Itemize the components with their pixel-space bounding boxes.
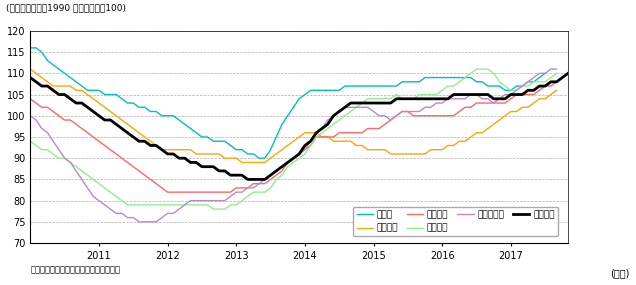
スペイン bbox=[450, 84, 457, 88]
フランス bbox=[95, 101, 103, 105]
Line: イタリア: イタリア bbox=[31, 82, 556, 192]
ユーロ圈 bbox=[398, 97, 406, 101]
フランス bbox=[398, 152, 406, 156]
フランス bbox=[553, 89, 560, 92]
フランス bbox=[450, 144, 457, 147]
スペイン bbox=[553, 72, 560, 75]
ドイツ bbox=[467, 76, 474, 79]
イタリア bbox=[113, 152, 120, 156]
スペイン bbox=[135, 203, 143, 207]
ポルトガル bbox=[95, 199, 103, 202]
ドイツ bbox=[530, 80, 537, 84]
スペイン bbox=[95, 182, 103, 185]
スペイン bbox=[295, 156, 303, 160]
ユーロ圈 bbox=[427, 97, 434, 101]
ドイツ bbox=[27, 46, 34, 50]
Text: (季調済指数、（1990 以降平均）＝100): (季調済指数、（1990 以降平均）＝100) bbox=[6, 3, 127, 12]
フランス bbox=[135, 131, 143, 135]
イタリア bbox=[27, 97, 34, 101]
Line: ポルトガル: ポルトガル bbox=[31, 69, 556, 222]
ドイツ bbox=[541, 72, 549, 75]
ユーロ圈 bbox=[432, 97, 440, 101]
ドイツ bbox=[147, 110, 155, 113]
イタリア bbox=[398, 110, 406, 113]
イタリア bbox=[295, 152, 303, 156]
ドイツ bbox=[158, 114, 166, 117]
ポルトガル bbox=[547, 67, 555, 71]
Text: 備考：調査は毎月第１～３週目に実施。: 備考：調査は毎月第１～３週目に実施。 bbox=[31, 266, 120, 275]
スペイン bbox=[473, 67, 480, 71]
Text: (年月): (年月) bbox=[610, 268, 629, 278]
Line: フランス: フランス bbox=[31, 69, 556, 162]
フランス bbox=[295, 135, 303, 139]
ポルトガル bbox=[553, 67, 560, 71]
ポルトガル bbox=[135, 220, 143, 223]
ポルトガル bbox=[113, 212, 120, 215]
ユーロ圈 bbox=[564, 72, 572, 75]
ポルトガル bbox=[295, 152, 303, 156]
Line: ユーロ圈: ユーロ圈 bbox=[31, 73, 568, 179]
Line: スペイン: スペイン bbox=[31, 69, 556, 209]
スペイン bbox=[113, 195, 120, 198]
フランス bbox=[238, 161, 245, 164]
イタリア bbox=[553, 80, 560, 84]
スペイン bbox=[209, 207, 217, 211]
ポルトガル bbox=[398, 110, 406, 113]
ドイツ bbox=[255, 156, 263, 160]
イタリア bbox=[450, 114, 457, 117]
ユーロ圈 bbox=[244, 178, 251, 181]
ポルトガル bbox=[450, 97, 457, 101]
ユーロ圈 bbox=[50, 89, 57, 92]
ドイツ bbox=[90, 89, 97, 92]
ユーロ圈 bbox=[410, 97, 417, 101]
ポルトガル bbox=[27, 114, 34, 117]
ユーロ圈 bbox=[27, 76, 34, 79]
ユーロ圈 bbox=[124, 131, 132, 135]
イタリア bbox=[164, 190, 172, 194]
イタリア bbox=[135, 169, 143, 173]
ポルトガル bbox=[141, 220, 149, 223]
フランス bbox=[27, 67, 34, 71]
Legend: ドイツ, フランス, イタリア, スペイン, ポルトガル, ユーロ圈: ドイツ, フランス, イタリア, スペイン, ポルトガル, ユーロ圈 bbox=[353, 207, 558, 237]
Line: ドイツ: ドイツ bbox=[31, 48, 545, 158]
ドイツ bbox=[536, 76, 543, 79]
スペイン bbox=[27, 140, 34, 143]
スペイン bbox=[398, 97, 406, 101]
フランス bbox=[113, 114, 120, 117]
イタリア bbox=[95, 140, 103, 143]
